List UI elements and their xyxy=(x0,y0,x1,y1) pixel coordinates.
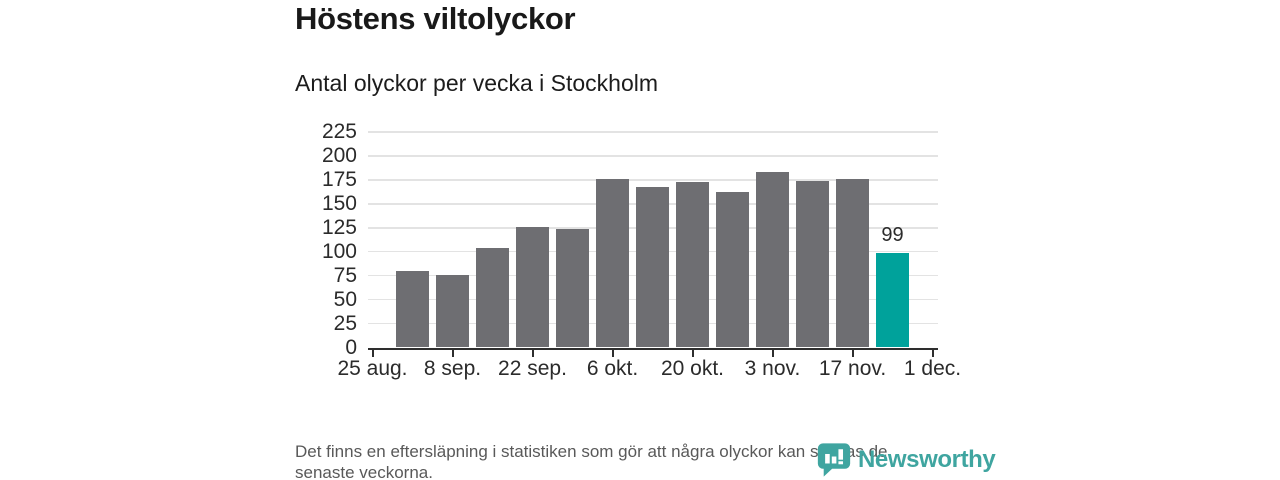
gridline-175 xyxy=(368,179,938,181)
x-axis-tick-label: 3 nov. xyxy=(744,357,801,380)
x-axis-tick xyxy=(851,350,854,357)
x-axis-tick-label: 22 sep. xyxy=(498,357,567,380)
x-axis-tick-label: 1 dec. xyxy=(903,357,962,380)
footer-note-line-1: Det finns en eftersläpning i statistiken… xyxy=(295,442,888,461)
gridline-200 xyxy=(368,155,938,157)
newsworthy-bubble-barchart-icon xyxy=(817,443,851,477)
bar xyxy=(476,247,509,348)
x-axis-line xyxy=(368,347,938,350)
bar xyxy=(596,178,629,348)
newsworthy-wordmark: Newsworthy xyxy=(858,446,996,473)
x-axis-tick xyxy=(771,350,774,357)
y-axis-tick-label: 125 xyxy=(321,216,357,240)
bar xyxy=(516,226,549,348)
x-axis-tick-label: 17 nov. xyxy=(818,357,887,380)
bar xyxy=(756,172,789,348)
bar xyxy=(436,274,469,348)
chart-subtitle: Antal olyckor per vecka i Stockholm xyxy=(295,70,659,96)
x-axis-tick xyxy=(451,350,454,357)
x-axis-tick xyxy=(691,350,694,357)
bar xyxy=(796,180,829,348)
bar-value-label: 99 xyxy=(881,223,904,246)
y-axis-tick-label: 175 xyxy=(321,168,357,192)
y-axis-tick-label: 150 xyxy=(321,192,357,216)
y-axis-tick-label: 100 xyxy=(321,240,357,264)
x-axis-tick xyxy=(531,350,534,357)
x-axis-tick-label: 8 sep. xyxy=(423,357,482,380)
x-axis-tick xyxy=(931,350,934,357)
bar xyxy=(676,181,709,348)
footer-note-line-2: senaste veckorna. xyxy=(295,463,433,480)
y-axis-tick-label: 50 xyxy=(333,288,357,312)
bar-highlighted xyxy=(876,252,909,348)
bar xyxy=(716,192,749,348)
gridline-225 xyxy=(368,131,938,133)
bar xyxy=(836,178,869,348)
x-axis-tick-label: 25 aug. xyxy=(337,357,408,380)
bar xyxy=(636,186,669,348)
y-axis-tick-label: 225 xyxy=(321,120,357,144)
bar xyxy=(556,228,589,348)
bar xyxy=(396,270,429,348)
x-axis-tick xyxy=(371,350,374,357)
page-title: Höstens viltolyckor xyxy=(295,1,576,36)
x-axis-tick xyxy=(611,350,614,357)
y-axis-tick-label: 75 xyxy=(333,264,357,288)
y-axis-tick-label: 0 xyxy=(345,336,357,359)
x-axis-tick-label: 6 okt. xyxy=(586,357,639,380)
newsworthy-logo: Newsworthy xyxy=(815,441,996,479)
x-axis-tick-label: 20 okt. xyxy=(660,357,725,380)
y-axis-tick-label: 25 xyxy=(333,312,357,336)
y-axis-tick-label: 200 xyxy=(321,144,357,168)
